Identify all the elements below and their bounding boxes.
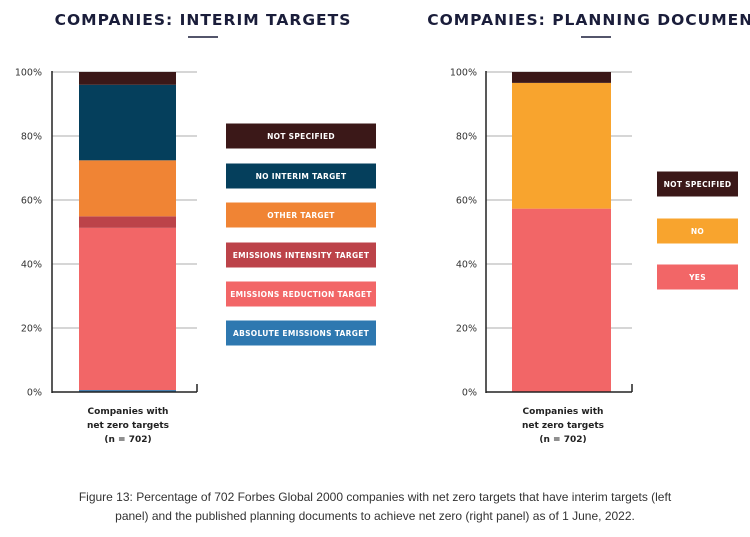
bar-segment-emissions-intensity-target (79, 216, 176, 228)
bar-segment-emissions-reduction-target (79, 227, 176, 391)
x-category-label: Companies with (88, 407, 169, 417)
y-tick-label: 40% (456, 260, 477, 271)
y-tick-label: 80% (21, 132, 42, 143)
x-category-label: (n = 702) (104, 435, 151, 445)
y-tick-label: 100% (15, 68, 42, 79)
bar-segment-other-target (79, 160, 176, 217)
x-category-label: (n = 702) (539, 435, 586, 445)
legend-swatch (657, 171, 738, 197)
chart-title: COMPANIES: PLANNING DOCUMENT (427, 11, 750, 29)
y-tick-label: 0% (462, 388, 477, 399)
y-tick-label: 20% (21, 324, 42, 335)
legend-swatch (226, 320, 376, 346)
legend-swatch (226, 281, 376, 307)
y-tick-label: 20% (456, 324, 477, 335)
y-tick-label: 100% (450, 68, 477, 79)
bar-segment-no (512, 82, 611, 209)
figure-caption: Figure 13: Percentage of 702 Forbes Glob… (0, 488, 750, 526)
y-tick-label: 40% (21, 260, 42, 271)
x-category-label: Companies with (523, 407, 604, 417)
legend-label: ABSOLUTE EMISSIONS TARGET (233, 329, 370, 338)
legend-swatch (657, 218, 738, 244)
legend-swatch (226, 242, 376, 268)
bar-segment-absolute-emissions-target (79, 390, 176, 392)
bar-segment-no-interim-target (79, 84, 176, 161)
x-category-label: net zero targets (522, 421, 604, 431)
bar-segment-not-specified (512, 72, 611, 83)
y-tick-label: 60% (456, 196, 477, 207)
x-category-label: net zero targets (87, 421, 169, 431)
legend-label: NOT SPECIFIED (664, 180, 732, 189)
bar-segment-not-specified (79, 72, 176, 85)
legend-swatch (226, 202, 376, 228)
y-tick-label: 60% (21, 196, 42, 207)
legend-label: NOT SPECIFIED (267, 132, 335, 141)
caption-line-2: panel) and the published planning docume… (115, 509, 635, 523)
legend-label: EMISSIONS REDUCTION TARGET (230, 290, 372, 299)
legend-swatch (657, 264, 738, 290)
legend-swatch (226, 123, 376, 149)
legend-label: EMISSIONS INTENSITY TARGET (233, 251, 370, 260)
legend-label: NO INTERIM TARGET (256, 172, 347, 181)
bar-segment-yes (512, 208, 611, 392)
legend-label: YES (688, 273, 706, 282)
y-tick-label: 0% (27, 388, 42, 399)
chart-title: COMPANIES: INTERIM TARGETS (55, 11, 352, 29)
legend-label: OTHER TARGET (267, 211, 335, 220)
legend-swatch (226, 163, 376, 189)
y-tick-label: 80% (456, 132, 477, 143)
legend-label: NO (691, 227, 704, 236)
caption-line-1: Figure 13: Percentage of 702 Forbes Glob… (78, 490, 672, 504)
